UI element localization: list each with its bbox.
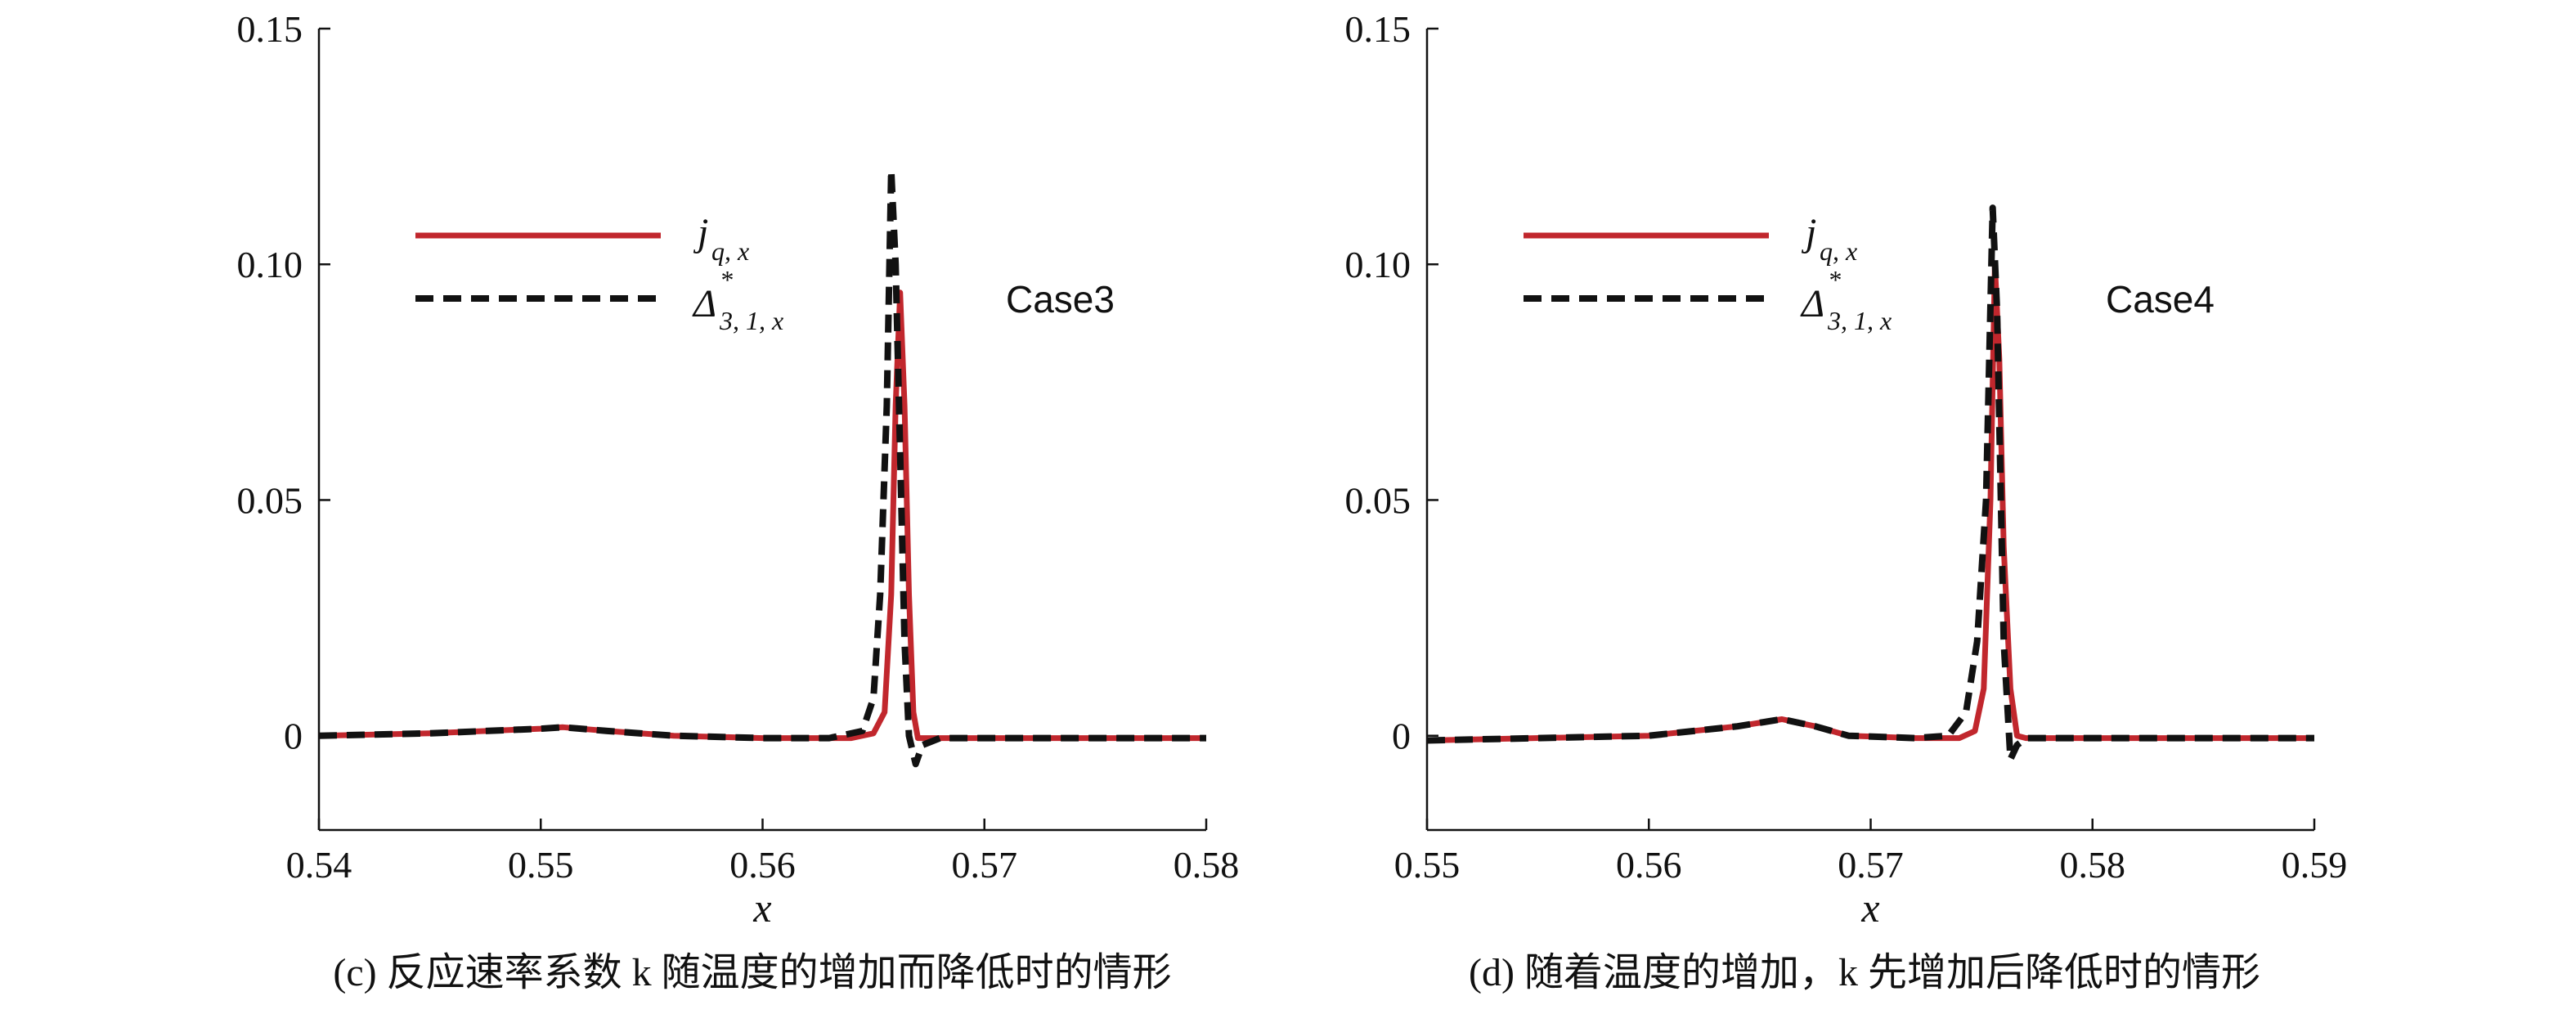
legend-label-delta: Δ <box>692 282 716 325</box>
legend-label-j: j <box>1801 211 1816 254</box>
x-tick-label: 0.56 <box>1616 844 1682 886</box>
figure-caption: (c) 反应速率系数 k 随温度的增加而降低时的情形 <box>333 951 1171 994</box>
y-tick-label: 0.10 <box>1345 244 1411 285</box>
chart-panel-d: 0 0.05 0.10 0.15 0.55 0.56 0.57 0.58 0.59 x j q, x Δ… <box>1345 8 2348 994</box>
series-line-delta <box>318 166 1206 768</box>
x-tick-label: 0.55 <box>508 844 574 886</box>
x-tick-label: 0.55 <box>1394 844 1461 886</box>
y-tick-label: 0.15 <box>237 8 303 50</box>
x-tick-label: 0.58 <box>1174 844 1240 886</box>
x-tick-label: 0.54 <box>286 844 352 886</box>
x-tick-label: 0.59 <box>2282 844 2348 886</box>
y-tick-label: 0 <box>1392 716 1411 757</box>
legend-sup-delta: * <box>720 265 733 294</box>
legend-label-delta: Δ <box>1800 282 1824 325</box>
y-tick-label: 0.15 <box>1345 8 1411 50</box>
x-axis-label: x <box>752 885 771 931</box>
legend-sub-delta: 3, 1, x <box>1827 306 1892 335</box>
series-line-j <box>318 289 1206 742</box>
y-tick-label: 0.05 <box>1345 479 1411 521</box>
legend-sub-j: q, x <box>1820 236 1857 266</box>
legend-sub-j: q, x <box>711 236 749 266</box>
x-axis-label: x <box>1860 885 1879 931</box>
y-tick-label: 0.10 <box>237 244 303 285</box>
legend-sup-delta: * <box>1828 265 1841 294</box>
x-tick-label: 0.57 <box>1838 844 1904 886</box>
legend-label-j: j <box>693 211 708 254</box>
series-line-delta <box>1426 204 2314 763</box>
figure-caption: (d) 随着温度的增加，k 先增加后降低时的情形 <box>1469 951 2260 994</box>
legend-sub-delta: 3, 1, x <box>719 306 783 335</box>
x-tick-label: 0.58 <box>2060 844 2126 886</box>
case-annotation: Case3 <box>1006 278 1115 321</box>
case-annotation: Case4 <box>2106 278 2215 321</box>
x-tick-label: 0.57 <box>952 844 1018 886</box>
chart-panel-c: 0 0.05 0.10 0.15 0.54 0.55 0.56 0.57 0.58 x j q, x Δ… <box>237 8 1240 994</box>
series-line-j <box>1426 261 2314 743</box>
y-tick-label: 0.05 <box>237 479 303 521</box>
x-tick-label: 0.56 <box>729 844 796 886</box>
y-tick-label: 0 <box>284 716 303 757</box>
